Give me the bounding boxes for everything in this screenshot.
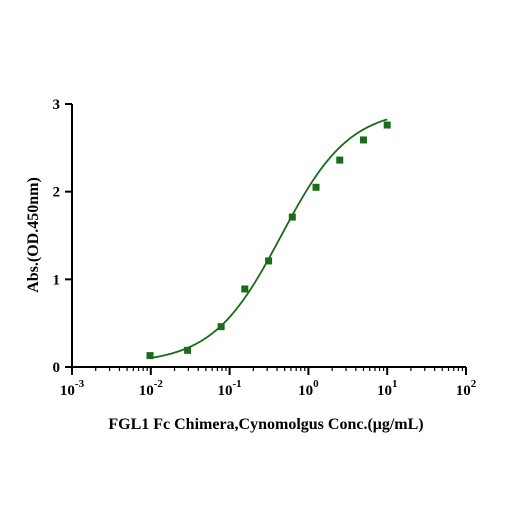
data-point: [383, 121, 391, 129]
data-point: [217, 323, 225, 331]
x-tick-label-2: 102: [456, 378, 477, 399]
x-tick-label-1: 101: [377, 378, 398, 399]
y-tick-label-0: 0: [53, 360, 61, 376]
data-point: [359, 136, 367, 144]
data-point: [184, 346, 192, 354]
data-points: [146, 121, 391, 360]
axes: [71, 104, 466, 368]
fit-curve-layer: [149, 118, 388, 359]
x-axis-title: FGL1 Fc Chimera,Cynomolgus Conc.(μg/mL): [108, 416, 423, 433]
data-point: [265, 257, 273, 265]
tick-marks: [65, 103, 467, 375]
data-point: [146, 352, 154, 360]
data-point: [241, 285, 249, 293]
fit-curve: [149, 118, 388, 359]
y-tick-label-2: 2: [53, 185, 61, 201]
data-point: [336, 156, 344, 164]
x-tick-label--1: 10-1: [218, 378, 242, 399]
y-tick-label-1: 1: [53, 272, 61, 288]
y-axis-title: Abs.(OD.450nm): [25, 177, 42, 293]
data-point: [312, 183, 320, 191]
x-tick-label--2: 10-2: [139, 378, 164, 399]
x-tick-label--3: 10-3: [60, 378, 85, 399]
data-point: [288, 213, 296, 221]
y-tick-label-3: 3: [53, 97, 61, 113]
tick-labels: 0 1 2 3 10-3 10-2 10-1 100 101 102: [53, 97, 477, 399]
x-tick-label-0: 100: [298, 378, 319, 399]
